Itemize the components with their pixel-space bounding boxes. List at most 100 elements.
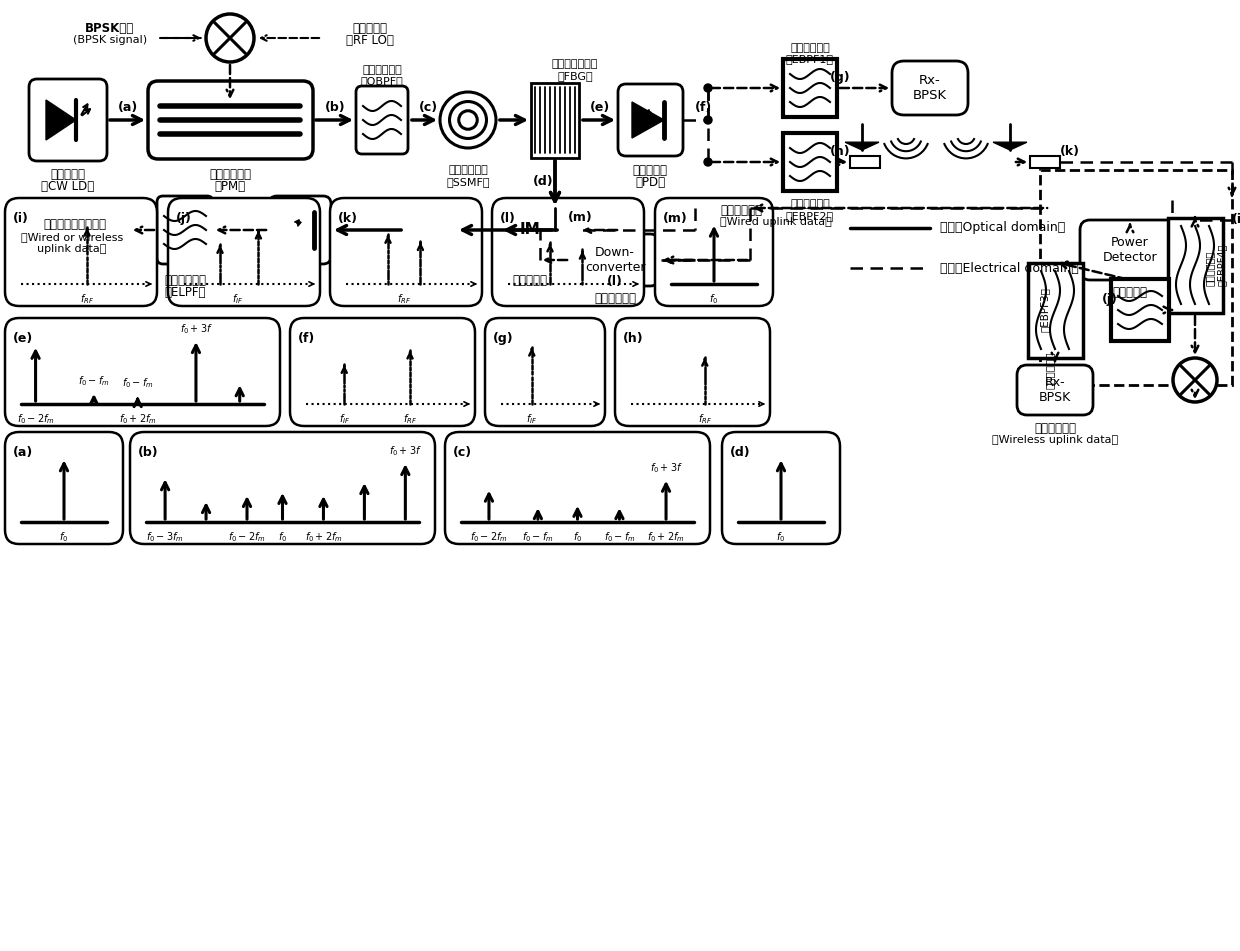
Polygon shape: [632, 102, 663, 138]
Circle shape: [691, 204, 699, 212]
Text: (k): (k): [1060, 146, 1080, 159]
Text: (a): (a): [12, 446, 33, 459]
Text: （SSMF）: （SSMF）: [446, 177, 490, 187]
Bar: [1040, 170, 1233, 385]
Text: (e): (e): [590, 102, 610, 114]
Circle shape: [704, 116, 712, 124]
Bar: [1030, 156, 1060, 168]
Circle shape: [704, 158, 712, 166]
Bar: [1111, 279, 1169, 341]
FancyBboxPatch shape: [1080, 220, 1180, 280]
Text: (e): (e): [12, 332, 33, 345]
Circle shape: [746, 204, 754, 212]
Circle shape: [440, 92, 496, 148]
Bar: [849, 156, 880, 168]
Text: $f_0-f_m$: $f_0-f_m$: [522, 530, 554, 544]
Text: $f_0-f_m$: $f_0-f_m$: [604, 530, 635, 544]
Circle shape: [704, 84, 712, 92]
Text: $f_0+2f_m$: $f_0+2f_m$: [647, 530, 684, 544]
Text: 光相位调制器: 光相位调制器: [210, 167, 250, 181]
Text: （Wireless uplink data）: （Wireless uplink data）: [992, 435, 1118, 445]
Text: (d): (d): [533, 176, 553, 188]
Text: （OBPF）: （OBPF）: [361, 76, 403, 86]
Text: (m): (m): [663, 212, 688, 225]
Text: （PD）: （PD）: [635, 176, 665, 188]
Text: (c): (c): [418, 102, 438, 114]
Text: （ELPF）: （ELPF）: [164, 285, 206, 299]
Text: （PM）: （PM）: [215, 180, 246, 192]
Text: 功率探测器: 功率探测器: [1112, 285, 1147, 299]
Text: $f_{IF}$: $f_{IF}$: [232, 292, 244, 306]
Text: (b): (b): [138, 446, 159, 459]
Text: (g): (g): [830, 71, 851, 85]
Text: (f): (f): [298, 332, 315, 345]
Text: （EBPF2）: （EBPF2）: [786, 211, 835, 221]
Text: Power
Detector: Power Detector: [1102, 236, 1157, 264]
Text: $f_0+3f$: $f_0+3f$: [180, 322, 212, 337]
FancyBboxPatch shape: [655, 198, 773, 306]
Text: 光域（Optical domain）: 光域（Optical domain）: [940, 222, 1065, 235]
Text: (l): (l): [500, 212, 516, 225]
FancyBboxPatch shape: [445, 432, 711, 544]
Text: (k): (k): [339, 212, 358, 225]
Text: 射频本振源: 射频本振源: [352, 22, 387, 34]
Text: $f_0$: $f_0$: [709, 292, 719, 306]
Text: （RF LO）: （RF LO）: [346, 33, 394, 47]
Text: (BPSK signal): (BPSK signal): [73, 35, 148, 45]
FancyBboxPatch shape: [492, 198, 644, 306]
Circle shape: [691, 256, 699, 264]
Text: (c): (c): [453, 446, 472, 459]
Text: $f_0-3f_m$: $f_0-3f_m$: [146, 530, 184, 544]
FancyBboxPatch shape: [615, 318, 770, 426]
FancyBboxPatch shape: [570, 234, 660, 286]
FancyBboxPatch shape: [330, 198, 482, 306]
Text: $f_{RF}$: $f_{RF}$: [698, 412, 712, 426]
Text: $f_0+2f_m$: $f_0+2f_m$: [119, 412, 156, 426]
FancyBboxPatch shape: [356, 86, 408, 154]
Text: $f_0-2f_m$: $f_0-2f_m$: [228, 530, 265, 544]
Text: IM: IM: [520, 223, 541, 238]
Text: (j): (j): [176, 212, 192, 225]
Text: $f_{RF}$: $f_{RF}$: [79, 292, 94, 306]
FancyBboxPatch shape: [485, 318, 605, 426]
Text: 电带通滤波器
（EBPF4）: 电带通滤波器 （EBPF4）: [1205, 243, 1226, 286]
Circle shape: [422, 222, 439, 239]
Text: (h): (h): [622, 332, 644, 345]
Text: (f): (f): [694, 102, 712, 114]
Text: (h): (h): [830, 146, 851, 159]
Text: $f_0-2f_m$: $f_0-2f_m$: [470, 530, 508, 544]
Text: uplink data）: uplink data）: [37, 244, 107, 254]
Polygon shape: [846, 143, 879, 150]
FancyBboxPatch shape: [167, 198, 320, 306]
FancyBboxPatch shape: [5, 198, 157, 306]
Bar: [1028, 263, 1083, 358]
Text: 有线上行数据: 有线上行数据: [720, 204, 763, 217]
FancyBboxPatch shape: [722, 432, 839, 544]
Text: (i): (i): [12, 212, 29, 225]
Text: $f_0-f_m$: $f_0-f_m$: [78, 375, 109, 388]
Text: $f_0$: $f_0$: [776, 530, 786, 544]
FancyBboxPatch shape: [157, 196, 213, 264]
Text: 光带通滤波器: 光带通滤波器: [362, 65, 402, 75]
Text: （EBPF1）: （EBPF1）: [786, 54, 835, 64]
Bar: [531, 83, 579, 158]
Text: 光纤布拉格光栅: 光纤布拉格光栅: [552, 59, 598, 69]
FancyBboxPatch shape: [290, 318, 475, 426]
FancyBboxPatch shape: [5, 318, 280, 426]
FancyBboxPatch shape: [29, 79, 107, 161]
Circle shape: [500, 200, 560, 260]
Circle shape: [459, 110, 477, 129]
Text: （EBPF3）: （EBPF3）: [1040, 287, 1050, 333]
Text: $f_0$: $f_0$: [60, 530, 68, 544]
Text: Rx-
BPSK: Rx- BPSK: [913, 74, 947, 102]
Text: （Wired or wireless: （Wired or wireless: [21, 232, 123, 242]
Text: $f_0-f_m$: $f_0-f_m$: [122, 377, 154, 390]
Text: 有线或无线上行数据: 有线或无线上行数据: [43, 219, 107, 231]
Circle shape: [1173, 358, 1216, 402]
Text: （CW LD）: （CW LD）: [41, 180, 94, 192]
Text: $f_0+2f_m$: $f_0+2f_m$: [305, 530, 342, 544]
Text: 下变换转换器: 下变换转换器: [594, 292, 636, 304]
Text: Rx-
BPSK: Rx- BPSK: [1039, 376, 1071, 404]
Text: 强度调制器: 强度调制器: [512, 274, 548, 286]
Circle shape: [413, 213, 448, 247]
